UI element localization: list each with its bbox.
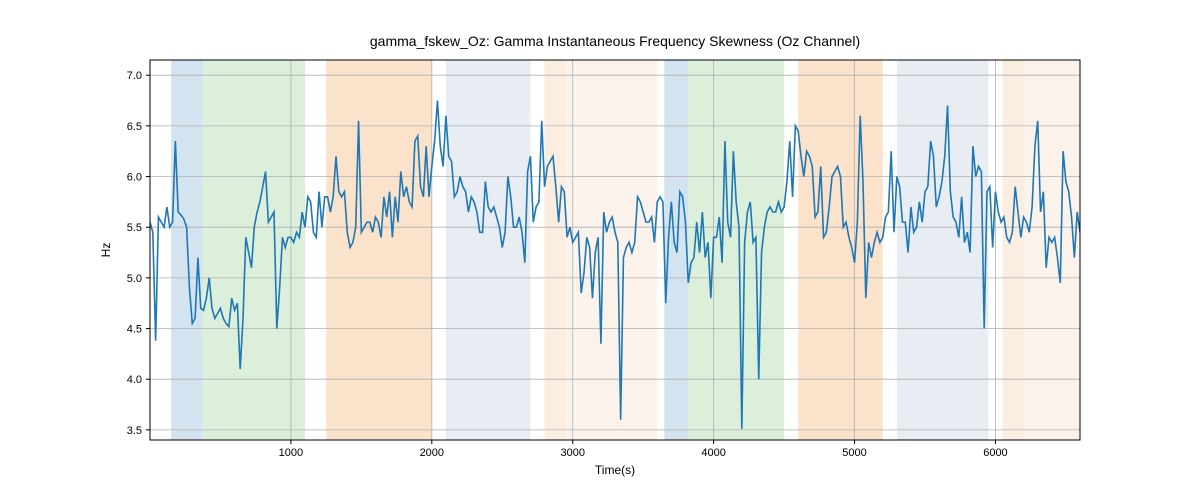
band	[326, 60, 432, 440]
band	[1024, 60, 1080, 440]
y-tick-label: 3.5	[127, 425, 142, 437]
band	[446, 60, 531, 440]
x-tick-label: 4000	[701, 447, 725, 459]
chart-container: 1000 2000 3000 4000 5000 6000 3.5 4.0 4.5 5.0 5.5 6…	[0, 0, 1200, 500]
band	[202, 60, 305, 440]
y-tick-label: 6.5	[127, 121, 142, 133]
chart-svg: 1000 2000 3000 4000 5000 6000 3.5 4.0 4.5 5.0 5.5 6…	[0, 0, 1200, 500]
chart-title: gamma_fskew_Oz: Gamma Instantaneous Freq…	[370, 33, 860, 49]
y-tick-label: 4.5	[127, 324, 142, 336]
y-tick-label: 5.0	[127, 273, 142, 285]
band	[171, 60, 202, 440]
x-tick-label: 6000	[983, 447, 1007, 459]
y-tick-label: 4.0	[127, 374, 142, 386]
band	[545, 60, 566, 440]
x-tick-label: 2000	[420, 447, 444, 459]
band	[688, 60, 784, 440]
band	[897, 60, 989, 440]
x-tick-label: 1000	[279, 447, 303, 459]
y-tick-label: 5.5	[127, 222, 142, 234]
y-axis-label: Hz	[99, 243, 113, 258]
x-tick-label: 3000	[560, 447, 584, 459]
x-tick-label: 5000	[842, 447, 866, 459]
y-tick-label: 7.0	[127, 70, 142, 82]
band	[1003, 60, 1024, 440]
y-tick-label: 6.0	[127, 172, 142, 184]
x-axis-label: Time(s)	[595, 463, 635, 477]
